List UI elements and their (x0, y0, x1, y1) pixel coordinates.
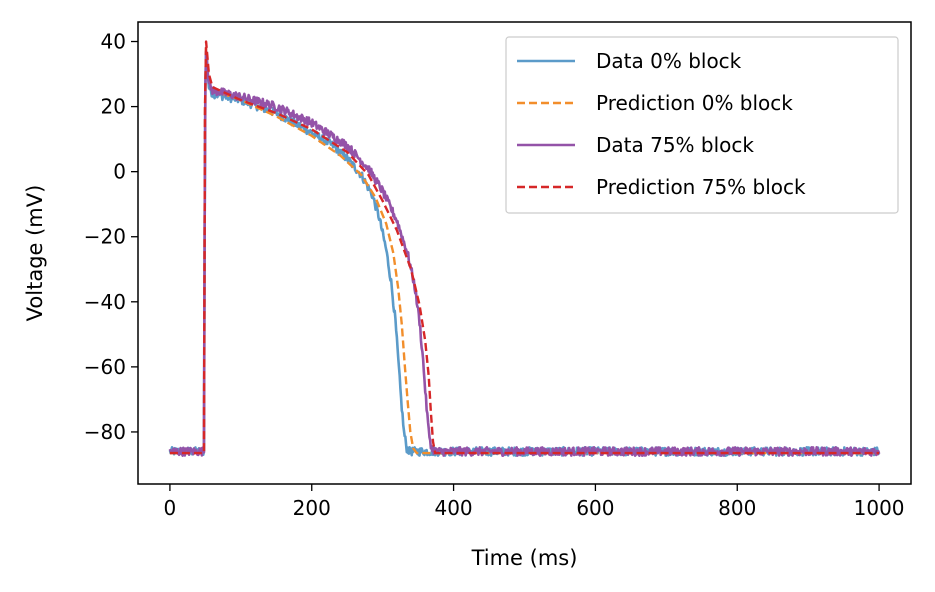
series-line-4 (169, 40, 880, 455)
x-tick-label: 600 (576, 496, 614, 520)
y-tick-label: 0 (113, 160, 126, 184)
x-tick-label: 1000 (854, 496, 905, 520)
x-tick-label: 400 (434, 496, 472, 520)
legend-entries: Data 0% block Prediction 0% block Data 75%… (517, 49, 806, 199)
legend-box (505, 36, 899, 214)
legend-label: Data 75% block (596, 133, 754, 157)
x-tick-label: 0 (164, 496, 177, 520)
x-axis-label: Time (ms) (471, 546, 578, 570)
y-tick-label: 40 (101, 30, 126, 54)
x-axis-ticks: 0 200 400 600 800 1000 (164, 484, 905, 520)
axes-frame (137, 21, 912, 485)
plot-lines (168, 40, 881, 457)
legend-label: Prediction 75% block (596, 175, 806, 199)
y-axis-label: Voltage (mV) (23, 185, 47, 322)
y-tick-label: −20 (84, 225, 126, 249)
legend: Data 0% block Prediction 0% block Data 75%… (505, 36, 899, 214)
legend-label: Prediction 0% block (596, 91, 793, 115)
y-tick-label: −60 (84, 355, 126, 379)
y-axis-ticks: −80 −60 −40 −20 0 20 40 (84, 30, 138, 444)
y-tick-label: 20 (101, 95, 126, 119)
y-tick-label: −80 (84, 420, 126, 444)
x-tick-label: 800 (718, 496, 756, 520)
legend-label: Data 0% block (596, 49, 742, 73)
y-tick-label: −40 (84, 290, 126, 314)
x-tick-label: 200 (293, 496, 331, 520)
